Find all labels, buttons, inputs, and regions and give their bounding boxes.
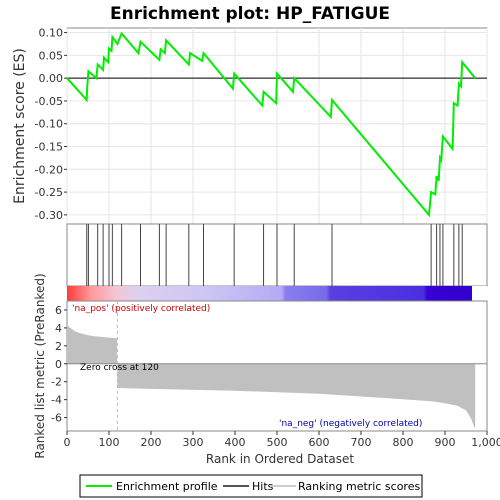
xtick-label-8: 800 bbox=[393, 436, 414, 449]
xtick-label-2: 200 bbox=[141, 436, 162, 449]
color-gradient bbox=[67, 286, 472, 301]
es-ytick-label-6: -0.20 bbox=[35, 163, 63, 176]
hit-markers bbox=[86, 224, 463, 286]
metric-ytick-label-2: 2 bbox=[55, 340, 62, 353]
xtick-label-3: 300 bbox=[183, 436, 204, 449]
xtick-label-7: 700 bbox=[351, 436, 372, 449]
xtick-label-4: 400 bbox=[225, 436, 246, 449]
metric-area-series bbox=[67, 324, 476, 429]
ranked-metric-panel: 6 4 2 0 -2 -4 -6 'na_pos' (positively correlat… bbox=[33, 273, 500, 466]
x-axis-label: Rank in Ordered Dataset bbox=[206, 452, 354, 466]
es-profile-series bbox=[66, 31, 476, 218]
es-ytick-label-3: -0.05 bbox=[35, 95, 63, 108]
metric-ytick-label-3: 0 bbox=[55, 358, 62, 371]
es-ytick-label-8: -0.30 bbox=[35, 209, 63, 222]
metric-ytick-label-0: 6 bbox=[55, 304, 62, 317]
xtick-label-5: 500 bbox=[267, 436, 288, 449]
metric-y-ticks: 6 4 2 0 -2 -4 -6 bbox=[51, 304, 67, 425]
metric-ytick-label-6: -6 bbox=[51, 412, 62, 425]
positive-correlation-label: 'na_pos' (positively correlated) bbox=[72, 304, 210, 314]
es-y-axis-label: Enrichment score (ES) bbox=[12, 48, 28, 204]
color-bar-end bbox=[472, 286, 487, 301]
es-y-ticks: 0.10 0.05 0.00 -0.05 -0.10 -0.15 -0.20 -0.25 -0.… bbox=[35, 27, 67, 222]
legend-metric-label: Ranking metric scores bbox=[298, 480, 420, 493]
chart-title: Enrichment plot: HP_FATIGUE bbox=[110, 4, 390, 24]
legend-hits-label: Hits bbox=[252, 480, 274, 493]
enrichment-score-panel: 0.10 0.05 0.00 -0.05 -0.10 -0.15 -0.20 -0.25 -0.… bbox=[12, 27, 488, 225]
rank-color-bar bbox=[67, 286, 487, 301]
zero-cross-label: Zero cross at 120 bbox=[80, 363, 159, 373]
legend: Enrichment profile Hits Ranking metric s… bbox=[79, 474, 423, 498]
es-profile-line bbox=[66, 31, 476, 218]
metric-area bbox=[67, 324, 476, 429]
xtick-label-6: 600 bbox=[309, 436, 330, 449]
metric-y-axis-label: Ranked list metric (PreRanked) bbox=[33, 273, 47, 458]
x-axis-ticks: 0 100 200 300 400 500 600 700 800 900 1,000 bbox=[64, 431, 500, 449]
es-ytick-label-1: 0.05 bbox=[39, 49, 64, 62]
metric-ytick-label-4: -2 bbox=[51, 376, 62, 389]
es-ytick-label-4: -0.10 bbox=[35, 118, 63, 131]
es-ytick-label-2: 0.00 bbox=[39, 72, 64, 85]
legend-box bbox=[79, 474, 423, 498]
xtick-label-1: 100 bbox=[99, 436, 120, 449]
xtick-label-9: 900 bbox=[435, 436, 456, 449]
xtick-label-0: 0 bbox=[64, 436, 71, 449]
legend-enrichment-label: Enrichment profile bbox=[116, 480, 218, 493]
negative-correlation-label: 'na_neg' (negatively correlated) bbox=[279, 419, 422, 429]
es-ytick-label-7: -0.25 bbox=[35, 186, 63, 199]
metric-ytick-label-1: 4 bbox=[55, 322, 62, 335]
es-ytick-label-0: 0.10 bbox=[39, 27, 64, 40]
hits-panel bbox=[66, 223, 488, 287]
es-ytick-label-5: -0.15 bbox=[35, 141, 63, 154]
metric-ytick-label-5: -4 bbox=[51, 394, 62, 407]
xtick-label-10: 1,000 bbox=[471, 436, 500, 449]
